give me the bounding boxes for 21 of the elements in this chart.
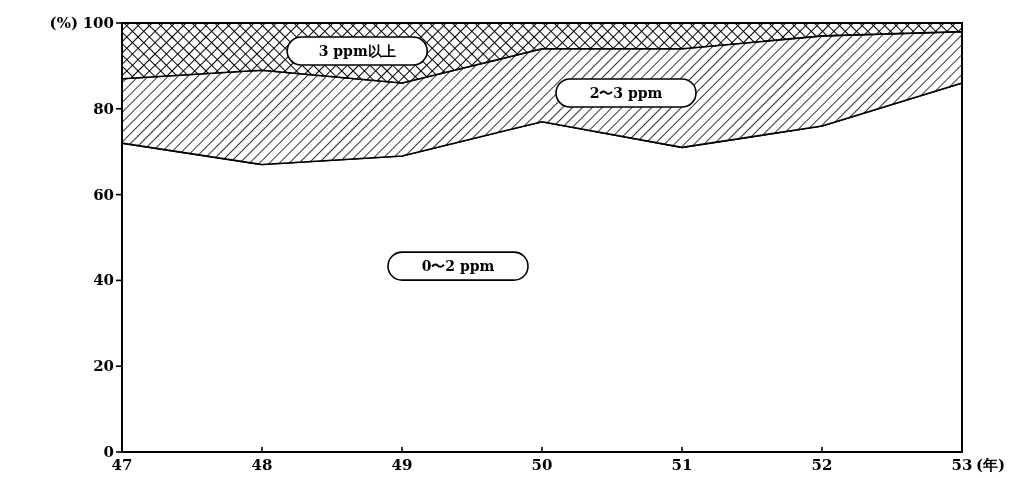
y-tick-label: 40 (93, 271, 114, 290)
x-tick-label: 48 (251, 456, 273, 474)
y-tick-label: 60 (93, 185, 114, 204)
name-tag: 3 ppm以上 (286, 36, 428, 66)
x-tick-label: 50 (531, 456, 553, 474)
name-tag: 0〜2 ppm (387, 251, 529, 281)
x-tick-label: 47 (111, 456, 133, 474)
y-tick-label: 80 (93, 99, 114, 118)
y-axis-title: (%) (49, 14, 78, 32)
x-axis-title: (年) (976, 456, 1006, 474)
x-tick-label: 49 (391, 456, 413, 474)
series-label: 2〜3 ppm (589, 84, 663, 101)
y-tick-label: 0 (103, 443, 114, 461)
x-tick-label: 53 (951, 456, 973, 474)
x-tick-label: 52 (811, 456, 833, 474)
name-tag: 2〜3 ppm (555, 78, 697, 108)
y-tick-label: 100 (82, 14, 114, 32)
series-label: 0〜2 ppm (421, 258, 495, 275)
series-label: 3 ppm以上 (318, 42, 396, 59)
x-tick-label: 51 (671, 456, 693, 474)
y-tick-label: 20 (93, 357, 114, 376)
